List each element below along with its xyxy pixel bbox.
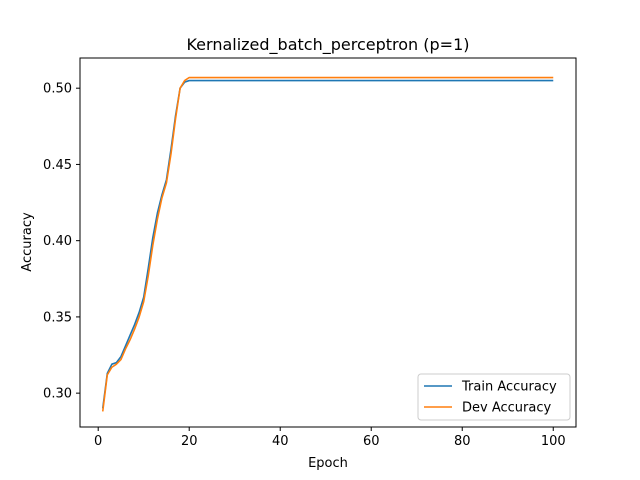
- y-axis-label: Accuracy: [20, 212, 35, 272]
- x-tick-label: 100: [541, 434, 566, 449]
- legend-box: [417, 373, 571, 421]
- x-tick-label: 80: [454, 434, 471, 449]
- x-tick-label: 0: [94, 434, 102, 449]
- legend: Train Accuracy Dev Accuracy: [417, 373, 571, 421]
- plot-area: [101, 76, 554, 412]
- axes-frame: [79, 57, 577, 428]
- y-tick-label: 0.40: [43, 234, 72, 249]
- y-tick-label: 0.35: [43, 310, 72, 325]
- y-tick-label: 0.45: [43, 158, 72, 173]
- x-tick-label: 60: [363, 434, 380, 449]
- legend-label-dev-accuracy: Dev Accuracy: [462, 401, 551, 416]
- x-axis-label: Epoch: [308, 456, 348, 471]
- y-tick-label: 0.30: [43, 387, 72, 402]
- x-tick-label: 20: [181, 434, 198, 449]
- legend-label-train-accuracy: Train Accuracy: [461, 380, 557, 395]
- x-tick-label: 40: [272, 434, 289, 449]
- series-line-dev-accuracy: [101, 76, 554, 412]
- chart-title: Kernalized_batch_perceptron (p=1): [186, 35, 469, 55]
- y-tick-label: 0.50: [43, 82, 72, 97]
